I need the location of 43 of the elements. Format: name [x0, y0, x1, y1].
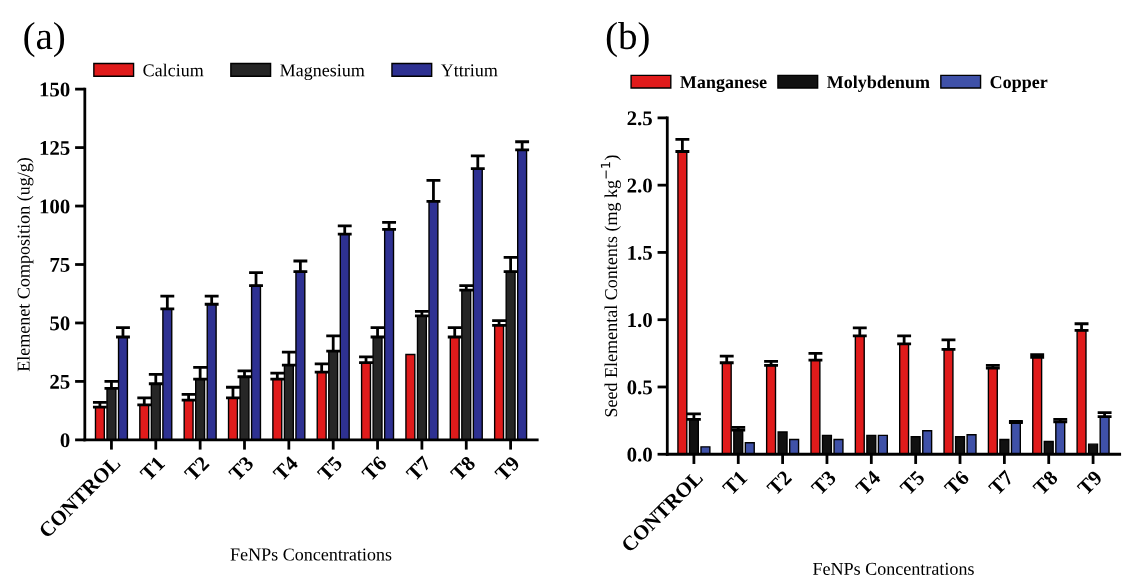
x-tick-label: T6	[943, 469, 970, 497]
x-tick-label: T6	[361, 455, 388, 482]
x-axis-title: FeNPs Concentrations	[813, 562, 974, 575]
y-tick-label: 50	[50, 316, 70, 331]
y-tick-label: 100	[40, 199, 70, 214]
x-tick-label: T7	[987, 469, 1015, 497]
chart-title: (b)	[606, 21, 649, 58]
y-tick-label: 2.0	[627, 178, 652, 193]
legend-label: Manganese	[680, 76, 767, 93]
x-tick-label: T3	[228, 455, 255, 482]
x-tick-label: T4	[272, 455, 299, 482]
legend-label: Molybdenum	[826, 75, 930, 92]
x-tick-label: T9	[494, 455, 521, 482]
legend-label: Calcium	[143, 63, 204, 77]
y-tick-label: 125	[40, 141, 70, 156]
x-tick-label: T7	[405, 455, 432, 482]
y-tick-label: 1.0	[628, 313, 652, 328]
legend-label: Magnesium	[280, 64, 365, 81]
x-axis-title: FeNPs Concentrations	[230, 548, 392, 561]
legend-label: Yttrium	[440, 64, 498, 77]
x-tick-label: T4	[854, 469, 882, 497]
y-tick-label: 25	[50, 374, 70, 389]
y-tick-label: 1.5	[628, 245, 652, 260]
x-tick-label: T8	[449, 455, 477, 482]
x-tick-label: T8	[1032, 469, 1059, 497]
x-tick-label: T1	[721, 470, 748, 497]
x-tick-label: T1	[139, 455, 166, 482]
x-tick-label: T2	[766, 469, 793, 497]
chart-title: (a)	[24, 21, 65, 58]
y-axis-title: Seed Elemental Contents (mg kg$^{−1}$)	[600, 155, 621, 417]
y-tick-label: 0.0	[627, 447, 652, 462]
x-tick-label: T2	[183, 455, 210, 482]
x-tick-label: T9	[1076, 469, 1103, 497]
y-tick-label: 0.5	[627, 380, 652, 395]
y-tick-label: 0	[60, 433, 70, 448]
legend-label: Copper	[990, 76, 1048, 92]
y-tick-label: 75	[50, 258, 70, 272]
y-axis-title: Elemenet Composition (ug/g)	[17, 157, 34, 372]
x-tick-label: T5	[899, 469, 926, 497]
y-tick-label: 2.5	[627, 111, 652, 126]
x-tick-label: T5	[316, 455, 344, 482]
x-tick-label: T3	[810, 469, 837, 497]
y-tick-label: 150	[40, 82, 70, 97]
